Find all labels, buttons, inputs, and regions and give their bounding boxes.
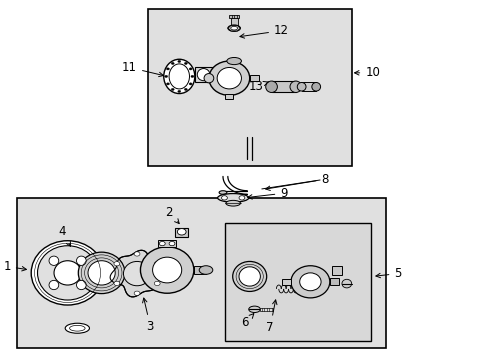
Bar	[193, 266, 205, 274]
Ellipse shape	[163, 59, 194, 94]
Bar	[301, 82, 316, 91]
Ellipse shape	[76, 280, 86, 290]
Bar	[225, 94, 233, 99]
Bar	[271, 81, 295, 93]
Text: 11: 11	[122, 61, 163, 77]
Text: 5: 5	[375, 267, 401, 280]
Ellipse shape	[265, 81, 277, 93]
Ellipse shape	[166, 68, 169, 70]
Ellipse shape	[178, 60, 181, 63]
Ellipse shape	[166, 83, 169, 85]
Ellipse shape	[154, 262, 160, 266]
Ellipse shape	[134, 252, 140, 256]
Ellipse shape	[217, 194, 248, 202]
Ellipse shape	[311, 82, 320, 91]
Ellipse shape	[239, 196, 244, 200]
Text: 9: 9	[247, 187, 287, 200]
Text: 10: 10	[354, 66, 379, 79]
Ellipse shape	[189, 83, 192, 85]
Ellipse shape	[54, 261, 81, 285]
Bar	[225, 223, 370, 341]
Ellipse shape	[159, 242, 165, 246]
Bar	[147, 9, 351, 166]
Ellipse shape	[219, 191, 226, 194]
Ellipse shape	[140, 247, 193, 293]
Text: 13: 13	[248, 80, 268, 93]
Ellipse shape	[164, 75, 167, 77]
Ellipse shape	[178, 90, 181, 93]
Ellipse shape	[297, 82, 305, 91]
Ellipse shape	[289, 81, 301, 93]
Ellipse shape	[31, 241, 104, 305]
Ellipse shape	[225, 201, 240, 206]
Bar	[229, 15, 239, 18]
Bar	[175, 228, 188, 237]
Bar	[194, 67, 212, 82]
Ellipse shape	[114, 281, 120, 285]
Ellipse shape	[184, 62, 187, 64]
Ellipse shape	[190, 75, 193, 77]
Ellipse shape	[217, 67, 241, 89]
Text: 7: 7	[266, 300, 276, 334]
Ellipse shape	[171, 88, 174, 90]
Ellipse shape	[78, 252, 124, 294]
Polygon shape	[227, 26, 240, 31]
Bar	[282, 279, 290, 285]
Ellipse shape	[169, 64, 189, 89]
Ellipse shape	[203, 73, 213, 83]
Ellipse shape	[49, 256, 59, 265]
Ellipse shape	[65, 323, 89, 333]
Ellipse shape	[239, 267, 260, 286]
Ellipse shape	[88, 261, 115, 285]
Ellipse shape	[114, 262, 120, 266]
Ellipse shape	[49, 280, 59, 290]
Bar	[260, 307, 272, 311]
Ellipse shape	[230, 26, 237, 30]
Ellipse shape	[184, 88, 187, 90]
Ellipse shape	[226, 58, 241, 64]
Ellipse shape	[169, 242, 175, 246]
Text: 4: 4	[59, 225, 70, 246]
Ellipse shape	[221, 196, 227, 200]
Ellipse shape	[341, 279, 351, 288]
Ellipse shape	[189, 68, 192, 70]
Ellipse shape	[38, 246, 98, 300]
Bar	[158, 240, 176, 247]
Bar	[249, 75, 259, 81]
Text: 1: 1	[3, 260, 26, 273]
Bar	[17, 198, 385, 348]
Ellipse shape	[299, 273, 321, 291]
Bar	[329, 278, 338, 285]
Ellipse shape	[69, 325, 85, 331]
Text: 12: 12	[240, 24, 288, 38]
Bar	[331, 266, 341, 275]
Ellipse shape	[171, 62, 174, 64]
Ellipse shape	[232, 261, 266, 292]
Ellipse shape	[199, 266, 212, 274]
Ellipse shape	[197, 68, 209, 81]
Text: 8: 8	[265, 173, 328, 190]
Ellipse shape	[123, 261, 150, 286]
Ellipse shape	[248, 306, 260, 312]
Ellipse shape	[227, 25, 240, 31]
Ellipse shape	[154, 281, 160, 285]
Ellipse shape	[208, 61, 249, 95]
Text: 6: 6	[241, 314, 253, 329]
Ellipse shape	[134, 291, 140, 296]
Ellipse shape	[290, 266, 329, 298]
Ellipse shape	[152, 257, 182, 283]
Text: 2: 2	[165, 206, 179, 224]
Bar	[230, 18, 237, 24]
Ellipse shape	[177, 229, 186, 235]
Text: 3: 3	[142, 298, 154, 333]
Ellipse shape	[76, 256, 86, 265]
Polygon shape	[110, 250, 163, 297]
